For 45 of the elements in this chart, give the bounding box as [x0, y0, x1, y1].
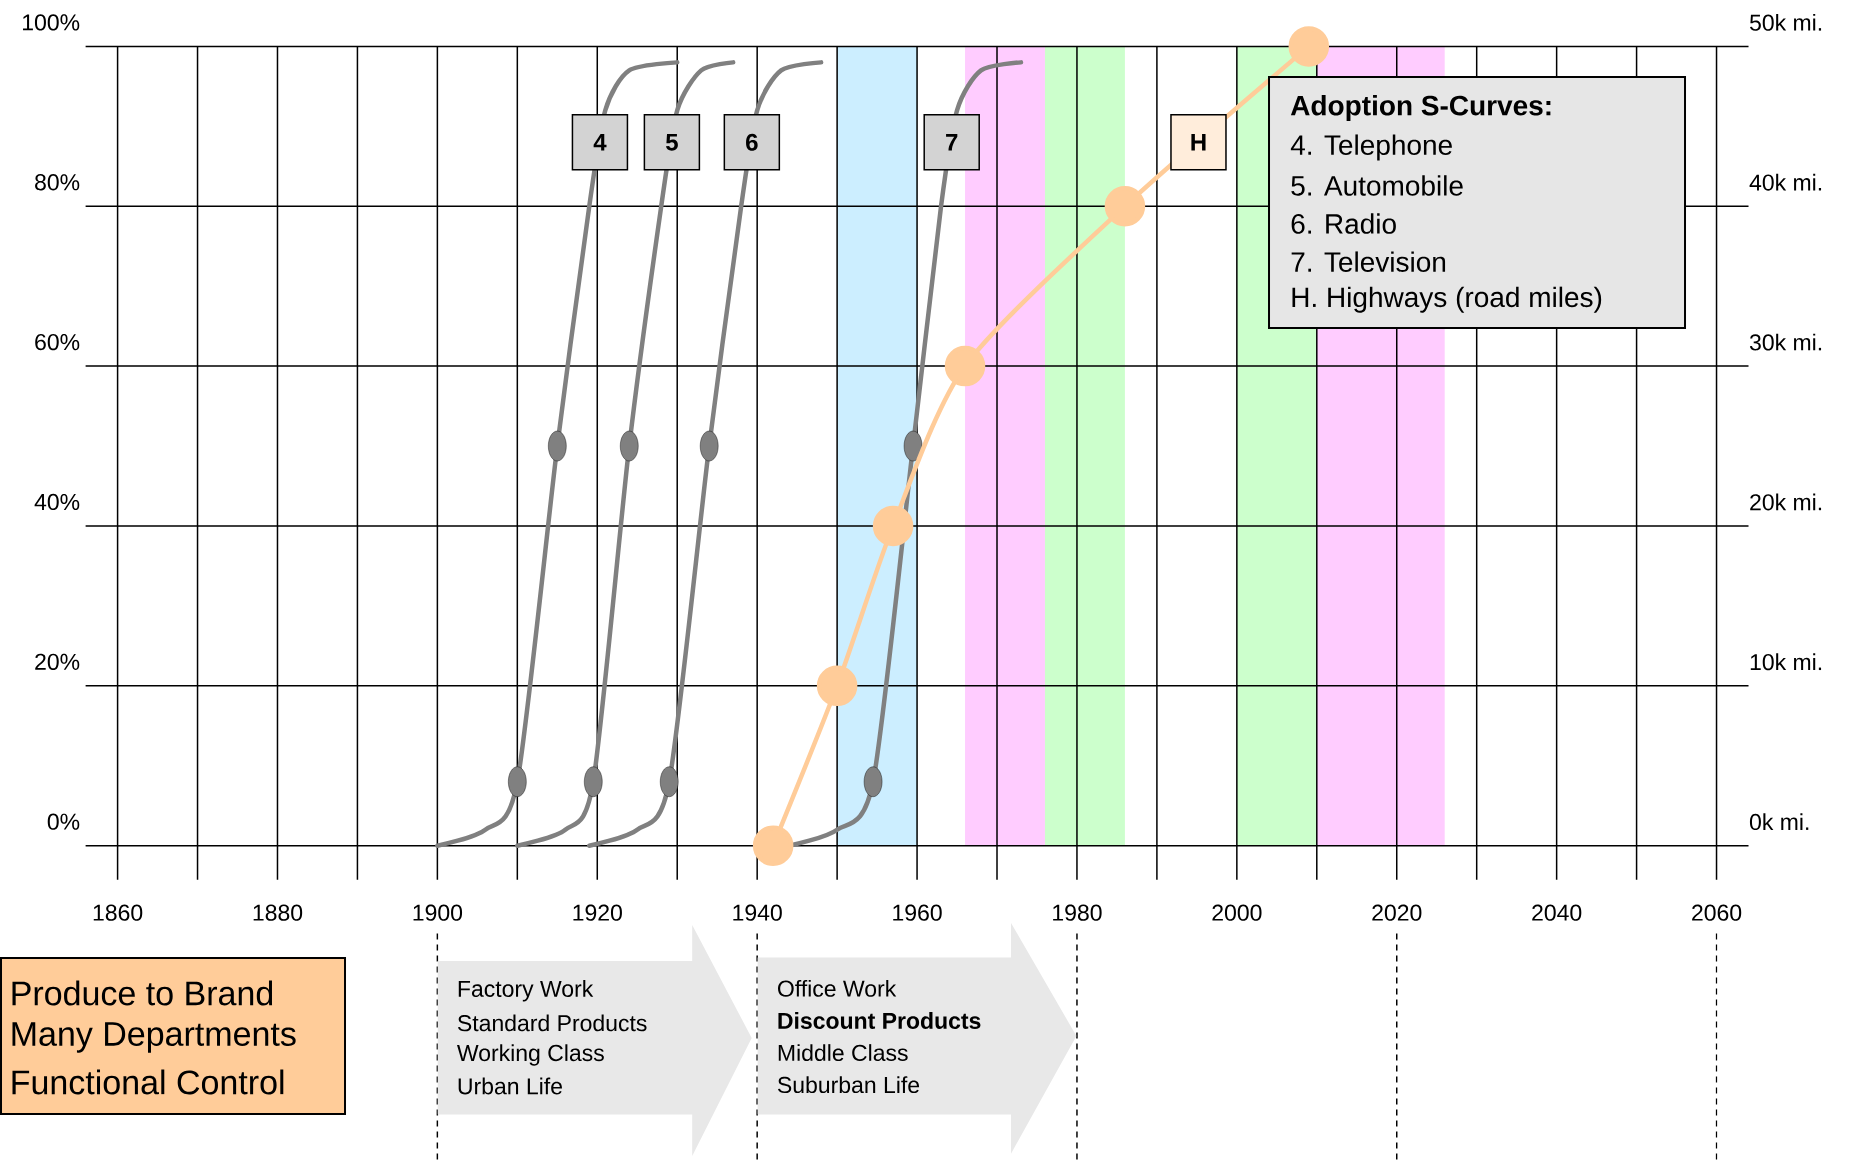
text: Factory Work [458, 980, 594, 1002]
y2-tick-label: 20k mi. [1750, 493, 1822, 511]
annotation: 7. Television [1291, 251, 1446, 272]
annotation: H. Highways (road miles) [1292, 286, 1602, 313]
text: Many Departments [12, 1022, 296, 1053]
text: Urban Life [458, 1077, 562, 1095]
annotation: Adoption S-Curves: [1290, 94, 1551, 122]
y-tick-label: 40% [34, 493, 80, 511]
y2-tick-label: 50k mi. [1749, 13, 1822, 31]
x-tick-label: 2040 [1532, 904, 1582, 921]
series-label: 6 [746, 133, 758, 151]
annotation: 6. Radio [1291, 213, 1396, 234]
x-tick-label: 2060 [1692, 904, 1742, 921]
x-tick-label: 2000 [1212, 904, 1262, 921]
x-tick-label: 1880 [253, 904, 303, 921]
series-label: H [1191, 134, 1206, 151]
y-tick-label: 100% [23, 14, 80, 31]
y-tick-label: 60% [35, 333, 80, 351]
y-tick-label: 20% [35, 653, 80, 670]
text: Middle Class [778, 1044, 908, 1062]
text: Working Class [457, 1044, 604, 1066]
annotation: 4. Telephone [1290, 134, 1452, 161]
series-label: 5 [665, 133, 678, 151]
text: Suburban Life [777, 1076, 920, 1094]
x-tick-label: 1900 [413, 904, 463, 921]
x-tick-label: 2020 [1372, 904, 1422, 921]
text: Produce to Brand [12, 980, 273, 1006]
text: Functional Control [12, 1069, 284, 1095]
y2-tick-label: 10k mi. [1750, 653, 1822, 671]
x-tick-label: 1860 [93, 904, 143, 921]
series-label: 4 [593, 134, 607, 151]
series-label: 7 [946, 134, 958, 151]
y2-tick-label: 30k mi. [1749, 333, 1822, 351]
y2-tick-label: 40k mi. [1749, 173, 1822, 191]
text: Standard Products [457, 1014, 647, 1032]
y2-tick-label: 0k mi. [1749, 813, 1809, 831]
y-tick-label: 80% [35, 174, 80, 191]
x-tick-label: 1940 [733, 904, 782, 921]
y-tick-label: 0% [47, 813, 80, 830]
x-tick-label: 1960 [893, 904, 942, 921]
text: Office Work [777, 979, 897, 997]
x-tick-label: 1920 [573, 904, 622, 921]
text: Discount Products [778, 1012, 981, 1029]
annotation: 5. Automobile [1291, 175, 1463, 196]
x-tick-label: 1980 [1053, 904, 1102, 921]
